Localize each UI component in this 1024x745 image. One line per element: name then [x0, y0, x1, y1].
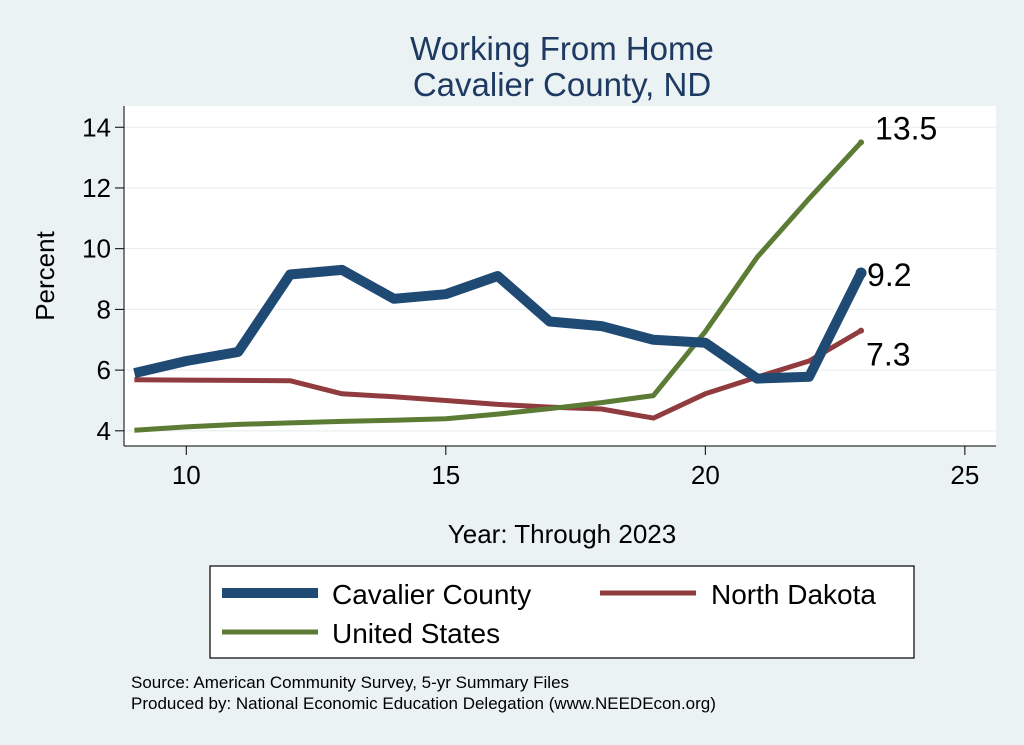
y-axis: 4 6 8 10 12 14 [82, 106, 125, 446]
series-end-point-cavalier-county [855, 267, 867, 279]
end-label-north-dakota: 7.3 [866, 337, 910, 373]
y-tick-label: 14 [82, 112, 111, 142]
plot-area [124, 106, 996, 446]
end-label-united-states: 13.5 [875, 110, 937, 146]
legend-box [209, 565, 915, 659]
chart-title-line-2: Cavalier County, ND [413, 66, 711, 103]
series-line-cavalier-county [133, 264, 866, 384]
end-label-cavalier-county: 9.2 [867, 257, 911, 293]
x-tick-label: 20 [691, 460, 720, 490]
series-end-point-north-dakota [858, 327, 865, 334]
legend: Cavalier County North Dakota United Stat… [209, 565, 915, 659]
y-tick-label: 10 [82, 234, 111, 264]
y-tick-label: 8 [97, 294, 111, 324]
x-tick-label: 10 [172, 460, 201, 490]
source-line-1: Source: American Community Survey, 5-yr … [131, 673, 569, 692]
y-tick-label: 12 [82, 173, 111, 203]
legend-label-cavalier-county: Cavalier County [332, 579, 531, 610]
x-axis: 10 15 20 25 [124, 445, 996, 490]
series-end-point-united-states [858, 139, 865, 146]
x-tick-label: 15 [431, 460, 460, 490]
series-line-united-states [134, 140, 863, 433]
y-tick-label: 6 [97, 355, 111, 385]
legend-label-united-states: United States [332, 618, 500, 649]
x-axis-title: Year: Through 2023 [448, 519, 676, 549]
y-tick-label: 4 [97, 416, 111, 446]
y-axis-title: Percent [30, 230, 60, 320]
series-line-north-dakota [134, 328, 863, 421]
chart-title-line-1: Working From Home [410, 30, 714, 67]
series-layer [133, 139, 867, 433]
x-tick-label: 25 [950, 460, 979, 490]
source-line-2: Produced by: National Economic Education… [131, 694, 716, 713]
end-labels: 9.2 7.3 13.5 [866, 110, 937, 372]
legend-label-north-dakota: North Dakota [711, 579, 876, 610]
